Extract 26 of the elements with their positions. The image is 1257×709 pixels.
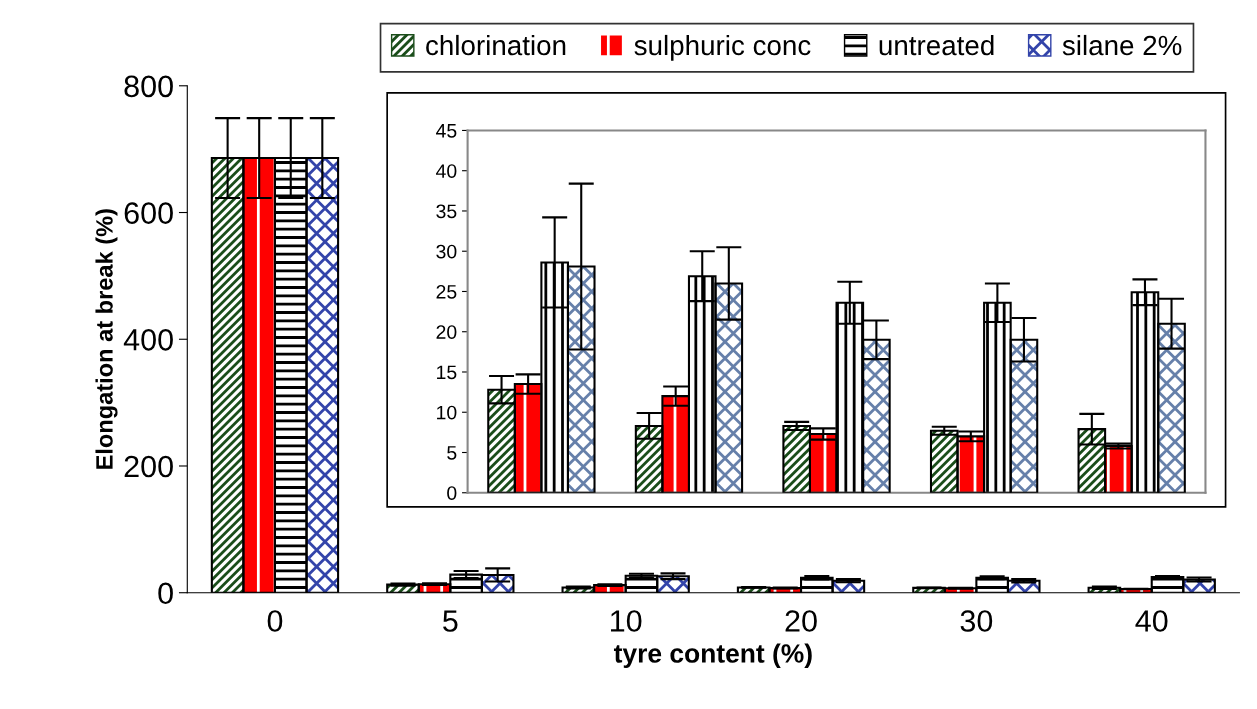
legend-label: sulphuric conc xyxy=(634,34,811,61)
y-tick-label: 35 xyxy=(436,204,457,219)
x-axis-title: tyre content (%) xyxy=(613,643,812,669)
legend-label: silane 2% xyxy=(1062,34,1182,56)
y-tick-label: 30 xyxy=(436,244,457,259)
y-tick-label: 25 xyxy=(436,284,457,299)
x-tick-label: 10 xyxy=(611,610,642,632)
y-tick-label: 600 xyxy=(124,202,173,224)
legend-label: chlorination xyxy=(426,34,566,56)
y-tick-label: 400 xyxy=(123,328,173,351)
x-tick-label: 0 xyxy=(267,610,283,632)
y-tick-label: 20 xyxy=(436,325,457,339)
y-tick-label: 40 xyxy=(436,164,457,178)
y-axis-title: Elongation at break (%) xyxy=(95,209,118,469)
x-tick-label: 20 xyxy=(785,610,817,632)
y-tick-label: 10 xyxy=(437,405,457,420)
legend-label: untreated xyxy=(879,34,994,56)
x-tick-label: 30 xyxy=(960,610,993,632)
y-tick-label: 15 xyxy=(437,365,457,380)
x-tick-label: 40 xyxy=(1135,610,1168,632)
y-tick-label: 0 xyxy=(447,486,457,500)
y-tick-label: 5 xyxy=(447,446,457,460)
y-tick-label: 200 xyxy=(124,455,173,478)
y-tick-label: 0 xyxy=(158,582,173,605)
y-tick-label: 800 xyxy=(124,75,173,98)
y-tick-label: 45 xyxy=(436,124,457,138)
